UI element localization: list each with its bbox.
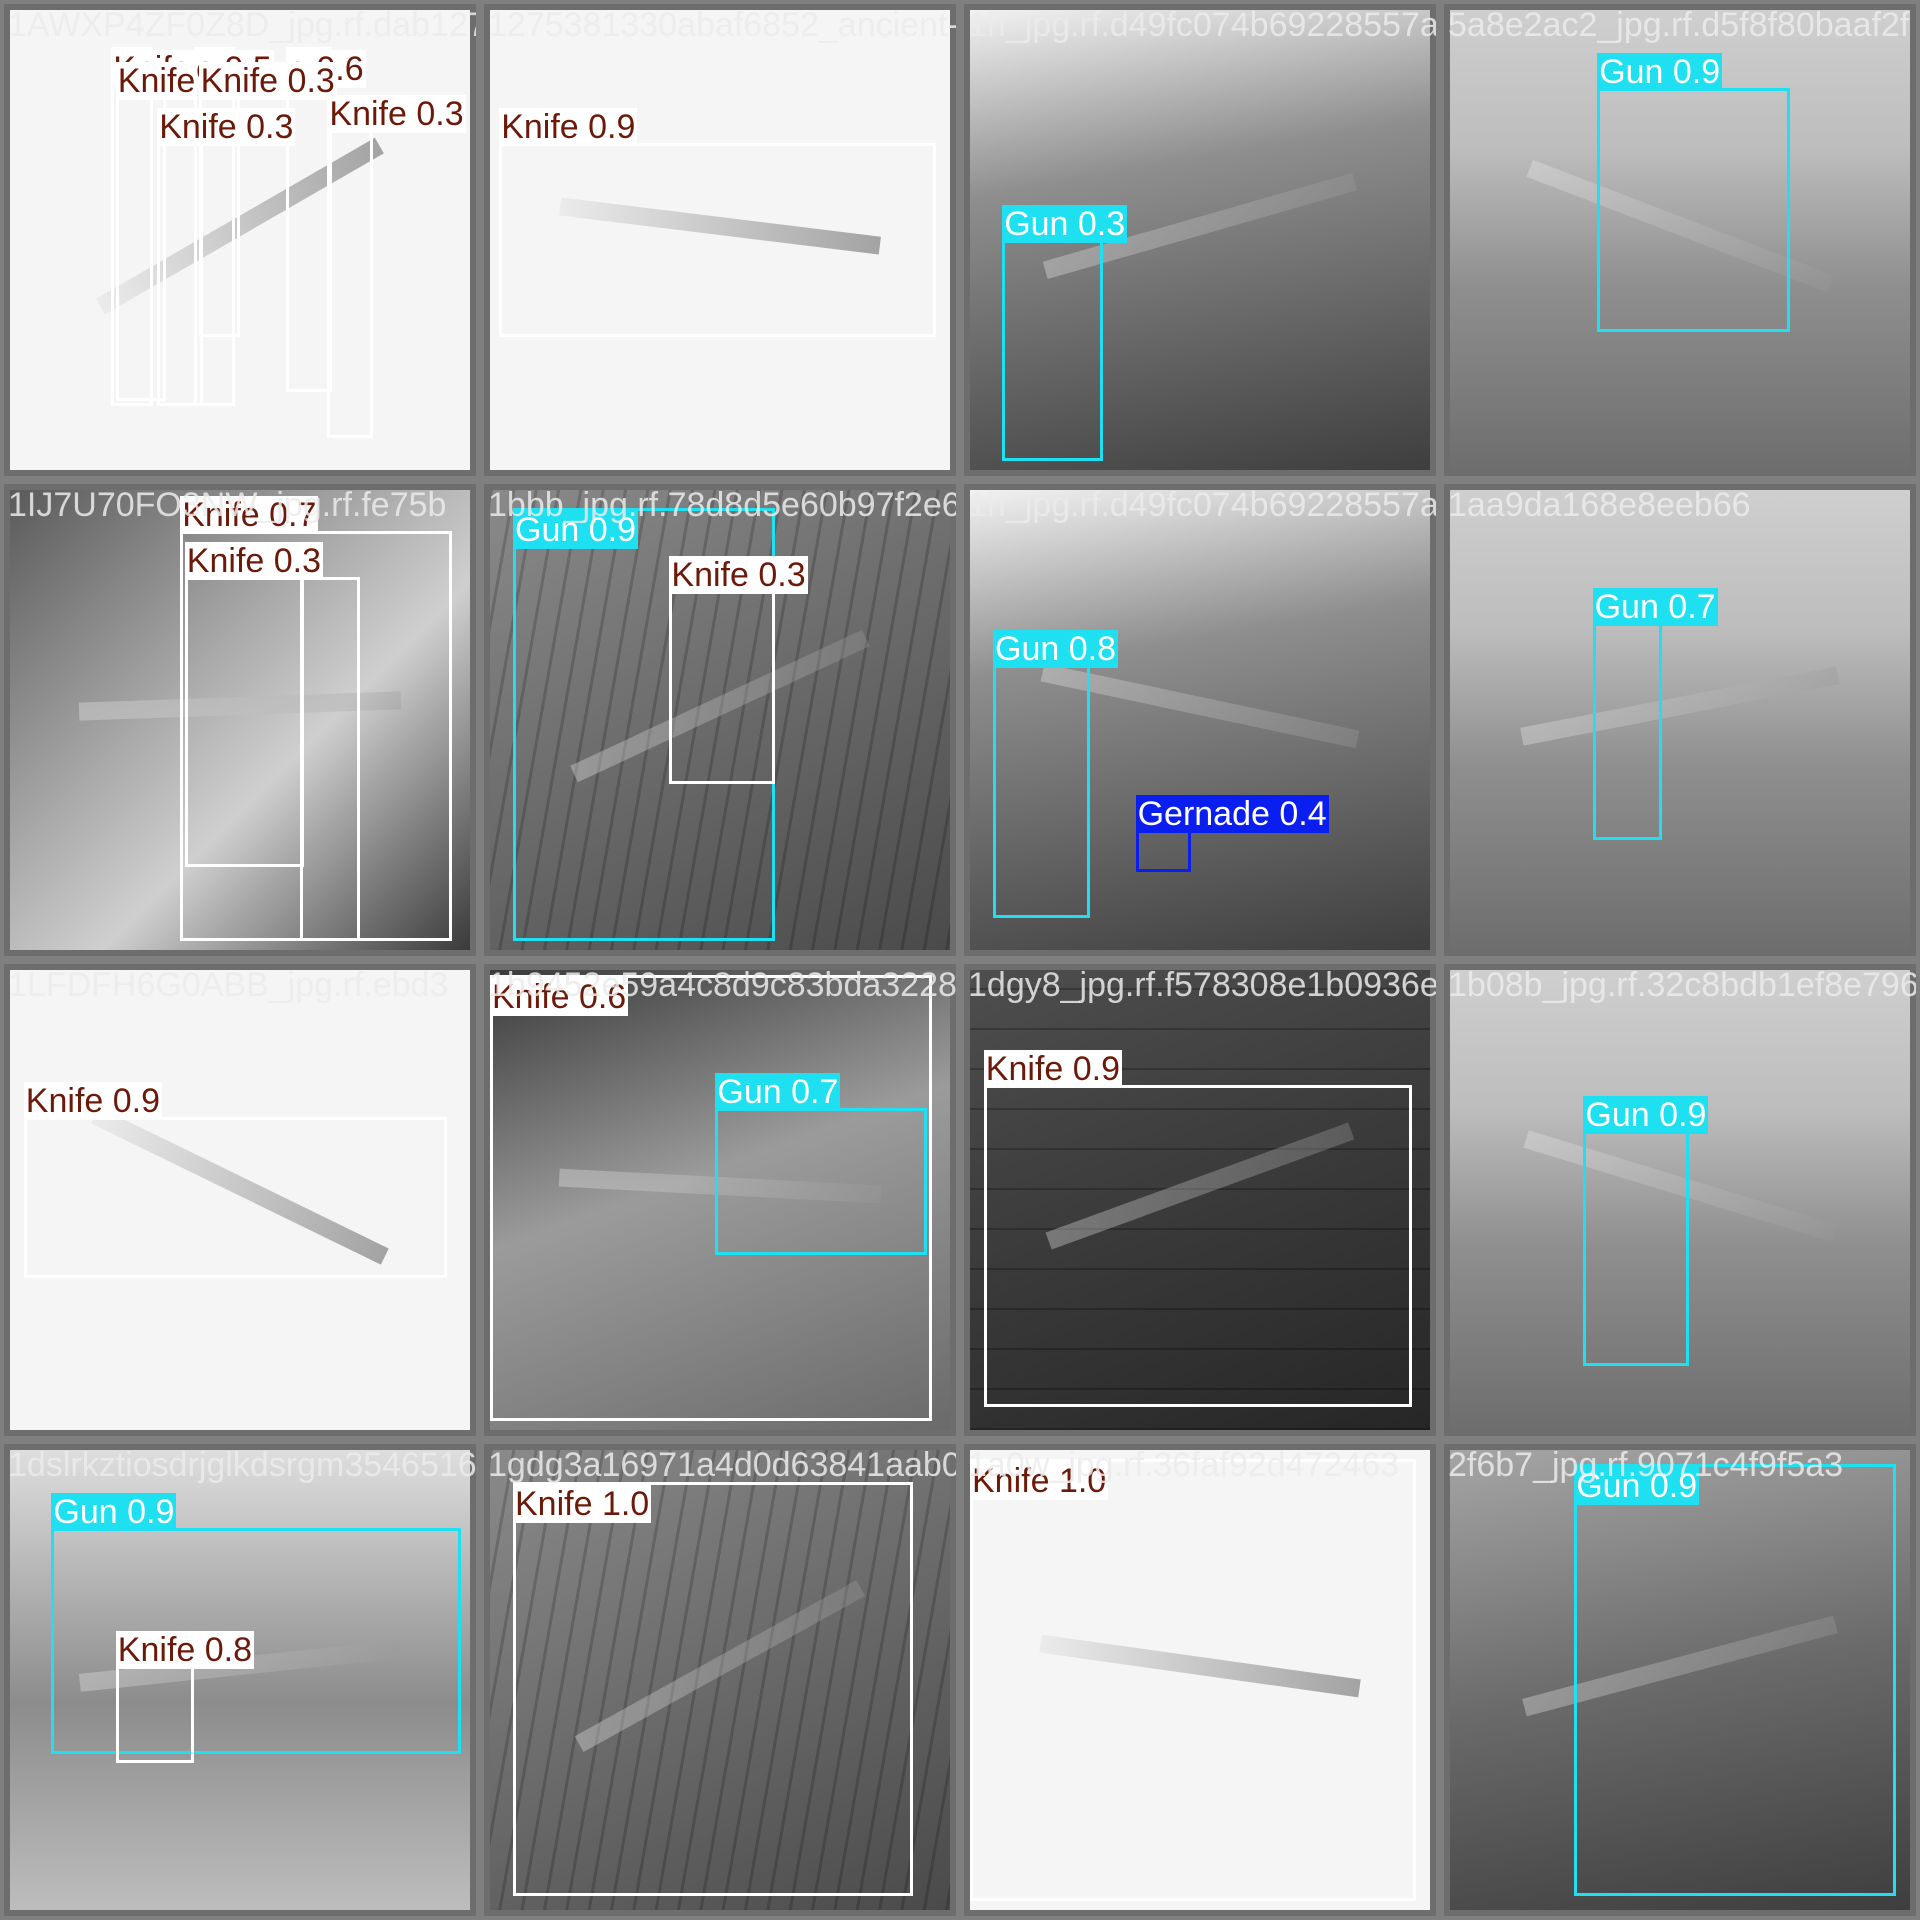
detection-tile: Knife 0.9 1dgy8_jpg.rf.f578308e1b0936e: [960, 960, 1440, 1440]
knife-detection-box: Knife 0.3: [157, 108, 296, 406]
detection-label: Gun 0.7: [715, 1073, 841, 1111]
gun-detection-box: Gun 0.9: [1583, 1096, 1709, 1366]
tile-image: Gun 0.9 Knife 0.8: [10, 1450, 470, 1910]
detection-label: Knife 0.6: [490, 977, 629, 1016]
tile-filename: 1h_jpg.rf.d49fc074b69228557aa5624c: [968, 486, 1439, 524]
tile-filename: 1dslrkztiosdrjglkdsrgm3546516: [8, 1446, 477, 1484]
detection-tile: Gun 0.3 1h_jpg.rf.d49fc074b69228557aa5624…: [960, 0, 1440, 480]
gun-detection-box: Gun 0.3: [1002, 205, 1128, 461]
knife-detection-box: Knife 0.3: [198, 62, 337, 337]
detection-tile: Gun 0.9 Knife 0.8 1dslrkztiosdrjglkdsrgm35…: [0, 1440, 480, 1920]
tile-filename: 1bbb_jpg.rf.78d8d5e60b97f2e65f1f62a13be4…: [488, 486, 960, 524]
tile-filename: 1AWXP4ZF0Z8D_jpg.rf.dab12752821f20a4b665…: [8, 6, 476, 44]
detection-tile: Knife 0.9 1275381330abaf6852_ancient-spar…: [480, 0, 960, 480]
detection-tile: Gun 0.8 Gernade 0.4 1h_jpg.rf.d49fc074b692…: [960, 480, 1440, 960]
object-silhouette: [1520, 666, 1840, 746]
tile-filename: 1gdg3a16971a4d0d63841aab0: [488, 1446, 960, 1484]
detection-label: Knife 0.9: [983, 1050, 1123, 1088]
knife-detection-box: Knife 0.9: [23, 1082, 447, 1279]
knife-detection-box: Knife 1.0: [970, 1459, 1417, 1901]
detection-tile: Knife 0.6 Gun 0.7 1b9452e59a4c8d9c83bda322…: [480, 960, 960, 1440]
tile-image: Knife 0.9: [490, 10, 950, 470]
detection-label: Knife: [115, 62, 198, 101]
tile-filename: 2f6b7_jpg.rf.9071c4f9f5a3: [1448, 1446, 1844, 1484]
detection-label: Knife 0.3: [198, 62, 337, 101]
tile-filename: 1b9452e59a4c8d9c83bda32280b8de357a3065: [488, 966, 957, 1004]
tile-filename: 1aa9da168e8eeb66: [1448, 486, 1751, 524]
tile-filename: 5a8e2ac2_jpg.rf.d5f8f80baaf2f: [1448, 6, 1910, 44]
detection-label: Knife 0.3: [157, 108, 296, 147]
tile-filename: 1275381330abaf6852_ancient-sparta-n_jpg.…: [488, 6, 959, 44]
gernade-detection-box: Gernade 0.4: [1135, 795, 1329, 872]
detection-tile: Gun 0.9 2f6b7_jpg.rf.9071c4f9f5a3: [1440, 1440, 1920, 1920]
detection-label: Gun 0.3: [1002, 205, 1128, 243]
gun-detection-box: Gun 0.7: [1592, 588, 1718, 840]
detection-label: Gun 0.7: [1592, 588, 1718, 627]
detection-tile: Gun 0.9 Knife 0.3 1bbb_jpg.rf.78d8d5e60b97…: [480, 480, 960, 960]
tile-image: Gun 0.9: [1450, 10, 1910, 470]
tile-filename: 1LFDFH6G0ABB_jpg.rf.ebd3: [8, 966, 449, 1004]
detection-label: Gun 0.8: [993, 629, 1118, 668]
knife-detection-box: [299, 577, 360, 941]
gun-detection-box: Gun 0.9: [51, 1493, 461, 1754]
knife-detection-box: Knife 0.3: [669, 556, 808, 785]
tile-image: Gun 0.3: [970, 10, 1430, 470]
tile-filename: 1IJ7U70FO3NW_jpg.rf.fe75b: [8, 486, 447, 524]
tile-image: Knife 1.0: [970, 1450, 1430, 1910]
detection-label: Knife 0.9: [499, 108, 638, 147]
knife-detection-box: Knife 0.6: [490, 974, 932, 1421]
detection-label: Knife 0.3: [327, 94, 466, 133]
knife-detection-box: Knife 0.9: [983, 1050, 1412, 1407]
detection-label: Gernade 0.4: [1135, 795, 1329, 834]
tile-image: Knife 0.7 Knife 0.3: [10, 490, 470, 950]
tile-filename: 1dgy8_jpg.rf.f578308e1b0936e: [968, 966, 1439, 1004]
detection-tile: Knife 1.0 1a0w_jpg.rf.36faf92d472463: [960, 1440, 1440, 1920]
detection-label: Gun 0.9: [1597, 53, 1723, 92]
tile-image: Gun 0.9 Knife 0.3: [490, 490, 950, 950]
knife-detection-box: Knife 0.3: [184, 542, 324, 868]
tile-image: Knife 0.6 Gun 0.7: [490, 970, 950, 1430]
detection-label: Gun 0.9: [1583, 1096, 1709, 1134]
knife-detection-box: Knife 0.8: [115, 1631, 255, 1763]
knife-detection-box: Knife 0.3: [327, 94, 466, 438]
tile-image: Gun 0.7: [1450, 490, 1910, 950]
detection-tile: Knife 0.7 Knife 0.3 1IJ7U70FO3NW_jpg.rf.fe…: [0, 480, 480, 960]
detection-label: Knife 1.0: [513, 1485, 652, 1524]
detection-tile: Gun 0.9 5a8e2ac2_jpg.rf.d5f8f80baaf2f: [1440, 0, 1920, 480]
detection-label: Knife 0.9: [23, 1082, 163, 1121]
tile-image: Knife 0.9: [10, 970, 470, 1430]
detection-label: Gun 0.9: [1574, 1466, 1700, 1505]
tile-image: Gun 0.9: [1450, 1450, 1910, 1910]
detection-tile: Knife 0.9 1LFDFH6G0ABB_jpg.rf.ebd3: [0, 960, 480, 1440]
detection-label: Knife 0.3: [669, 556, 808, 595]
detection-label: Knife 1.0: [970, 1462, 1109, 1501]
detection-label: Knife 0.8: [115, 1631, 255, 1670]
tile-image: Knife 1.0: [490, 1450, 950, 1910]
gun-detection-box: Gun 0.9: [1574, 1463, 1897, 1897]
detection-label: Gun 0.9: [513, 511, 638, 550]
tile-image: Knife 0.9: [970, 970, 1430, 1430]
detection-label: Gun 0.9: [51, 1493, 177, 1532]
detection-tile: Knife 1.0 1gdg3a16971a4d0d63841aab0: [480, 1440, 960, 1920]
tile-image: Gun 0.8 Gernade 0.4: [970, 490, 1430, 950]
tile-filename: 1b08b_jpg.rf.32c8bdb1ef8e796: [1448, 966, 1919, 1004]
detection-tile: Gun 0.9 1b08b_jpg.rf.32c8bdb1ef8e796: [1440, 960, 1920, 1440]
tile-filename: 1a0w_jpg.rf.36faf92d472463: [968, 1446, 1400, 1484]
knife-detection-box: Knife 0.9: [499, 108, 937, 337]
knife-detection-box: Knife 1.0: [513, 1482, 914, 1897]
detection-label: Knife 0.7: [180, 496, 319, 535]
detection-label: Knife 0.3: [184, 542, 324, 581]
knife-detection-box: Knife: [115, 62, 198, 401]
gun-detection-box: Gun 0.8: [993, 629, 1118, 918]
tile-image: Gun 0.9: [1450, 970, 1910, 1430]
tile-filename: 1h_jpg.rf.d49fc074b69228557aa5624c295d55…: [968, 6, 1439, 44]
detection-tile: Gun 0.7 1aa9da168e8eeb66: [1440, 480, 1920, 960]
gun-detection-box: Gun 0.7: [715, 1073, 927, 1256]
gun-detection-box: Gun 0.9: [1597, 53, 1791, 332]
